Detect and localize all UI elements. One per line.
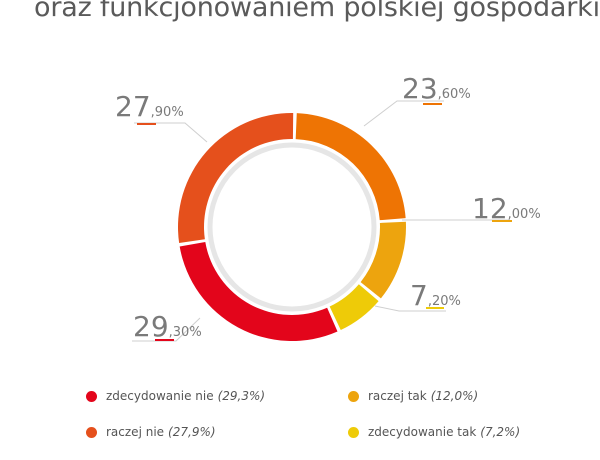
donut-slice-s2 <box>360 221 406 299</box>
donut-slice-s4 <box>179 242 338 341</box>
legend-percentage: (27,9%) <box>168 425 216 439</box>
legend-marker <box>86 390 97 402</box>
data-label-s2: 12,00% <box>472 192 541 225</box>
legend-label: raczej tak <box>368 389 427 403</box>
callout-line-s5 <box>134 122 208 143</box>
legend-percentage: (29,3%) <box>217 389 266 403</box>
callout-line-s3 <box>374 305 446 312</box>
legend-label: zdecydowanie tak <box>368 425 477 439</box>
legend-label: zdecydowanie nie <box>106 389 214 403</box>
data-label-s1: 23,60% <box>402 72 471 105</box>
data-label-s4: 29,30% <box>133 310 202 343</box>
chart-title: oraz funkcjonowaniem polskiej gospodarki <box>34 0 600 23</box>
legend-item-raczej-tak: raczej tak (12,0%) <box>348 389 478 403</box>
data-label-s5: 27,90% <box>115 90 184 123</box>
legend-item-raczej-nie: raczej nie (27,9%) <box>86 425 216 439</box>
donut-slice-s5 <box>178 113 294 243</box>
legend-marker <box>348 390 359 402</box>
donut-inner-ring <box>207 142 377 312</box>
donut-slice-s3 <box>329 284 379 331</box>
callout-line-s1 <box>363 100 444 127</box>
legend-item-zdecydowanie-tak: zdecydowanie tak (7,2%) <box>348 425 520 439</box>
legend-item-zdecydowanie-nie: zdecydowanie nie (29,3%) <box>86 389 265 403</box>
legend-marker <box>348 426 359 438</box>
donut-slice-s1 <box>295 113 406 221</box>
legend-label: raczej nie <box>106 425 165 439</box>
legend-percentage: (7,2%) <box>480 425 521 439</box>
legend-marker <box>86 426 97 438</box>
callout-line-s4 <box>132 317 201 342</box>
data-label-s3: 7,20% <box>410 279 461 312</box>
legend-percentage: (12,0%) <box>430 389 479 403</box>
